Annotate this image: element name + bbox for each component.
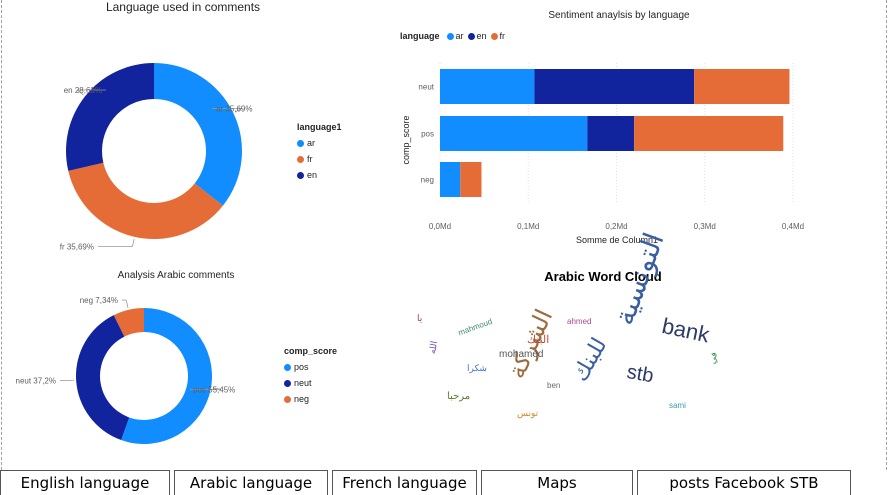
- bar-chart-legend: language ar en fr: [400, 31, 505, 41]
- bar-legend-item-ar[interactable]: ar: [446, 31, 464, 41]
- bar-neut-fr[interactable]: [694, 69, 790, 104]
- slice-label-ar: ar 35,69%: [216, 104, 252, 113]
- legend-label-fr: fr: [307, 154, 313, 164]
- x-tick-label: 0,4Md: [782, 222, 804, 231]
- x-tick-label: 0,1Md: [517, 222, 539, 231]
- cloud-word: stb: [625, 361, 656, 388]
- legend-marker-pos: [284, 363, 291, 371]
- wordcloud-title: Arabic Word Cloud: [544, 269, 662, 284]
- cloud-word: للبنك: [567, 333, 612, 386]
- nav-tab-french-language[interactable]: French language: [332, 470, 477, 495]
- bar-legend-label-fr: fr: [499, 31, 506, 41]
- bar-legend-marker-en: [467, 32, 475, 40]
- bar-legend-label-ar: ar: [455, 31, 464, 41]
- legend-marker-neut: [284, 379, 291, 387]
- legend-item-ar[interactable]: ar: [297, 138, 342, 148]
- cloud-word: mohamed: [499, 349, 544, 360]
- cloud-word: الله: [427, 340, 440, 355]
- slice-label-fr: fr 35,69%: [60, 243, 94, 252]
- slice-fr[interactable]: [68, 162, 223, 240]
- nav-tab-arabic-language[interactable]: Arabic language: [174, 470, 328, 495]
- bar-neut-en[interactable]: [534, 69, 695, 104]
- report-canvas: [1, 0, 887, 470]
- bar-legend-item-fr[interactable]: fr: [490, 31, 506, 41]
- pie2-donut[interactable]: pos 55,45% neut 37,2% neg 7,34%: [0, 290, 290, 460]
- slice-label-neut: neut 37,2%: [16, 377, 56, 386]
- cloud-word: sami: [669, 401, 686, 410]
- slice-label-pos: pos 55,45%: [193, 385, 235, 394]
- y-tick-label-neg: neg: [421, 176, 434, 185]
- cloud-word: ben: [547, 381, 561, 390]
- bar-pos-en[interactable]: [587, 116, 635, 151]
- bar-chart[interactable]: 0,0Md 0,1Md 0,2Md 0,3Md 0,4Md neut pos neg Somme…: [395, 45, 835, 250]
- legend-marker-fr: [297, 155, 304, 163]
- cloud-word: يا: [417, 313, 423, 323]
- cloud-word: مرحبا: [447, 391, 471, 402]
- x-tick-label: 0,2Md: [605, 222, 627, 231]
- y-tick-label-neut: neut: [418, 83, 434, 92]
- pie1-donut[interactable]: ar 35,69% fr 35,69% en 28,63%: [0, 14, 290, 259]
- legend-label-en: en: [307, 170, 318, 180]
- bar-pos-ar[interactable]: [440, 116, 588, 151]
- x-axis-label: Somme de Column1: [576, 235, 658, 245]
- bar-pos-fr[interactable]: [634, 116, 784, 151]
- word-cloud: bank التونسية الشركة stb للبنك mohamed ben mahm…: [407, 229, 737, 433]
- pie1-legend-title: language1: [297, 122, 342, 132]
- bar-neg-fr[interactable]: [460, 162, 482, 197]
- legend-label-neut: neut: [294, 378, 312, 388]
- bar-legend-item-en[interactable]: en: [467, 31, 487, 41]
- pie1-title: Language used in comments: [105, 0, 261, 14]
- legend-item-pos[interactable]: pos: [284, 362, 337, 372]
- cloud-word: mahmoud: [457, 316, 494, 338]
- nav-tab-english-language[interactable]: English language: [0, 470, 170, 495]
- slice-label-en: en 28,63%: [64, 86, 102, 95]
- y-tick-label-pos: pos: [421, 130, 434, 139]
- bar-legend-label-en: en: [476, 31, 487, 41]
- cloud-word: شكرا: [467, 363, 487, 373]
- bar-legend-marker-ar: [446, 32, 454, 40]
- legend-marker-en: [297, 171, 304, 179]
- cloud-word: في: [707, 351, 719, 365]
- nav-tab-posts-facebook-stb[interactable]: posts Facebook STB: [637, 470, 851, 495]
- slice-neg[interactable]: [113, 308, 144, 337]
- pie2-legend-title: comp_score: [284, 346, 338, 356]
- legend-label-ar: ar: [307, 138, 316, 148]
- legend-label-neg: neg: [294, 394, 310, 404]
- bar-chart-title: Sentiment anaylsis by language: [548, 10, 690, 21]
- bar-neg-ar[interactable]: [440, 162, 461, 197]
- slice-ar[interactable]: [154, 63, 243, 206]
- nav-tab-maps[interactable]: Maps: [481, 470, 633, 495]
- legend-item-neg[interactable]: neg: [284, 394, 337, 404]
- cloud-word: bank: [659, 313, 712, 348]
- pie2-title: Analysis Arabic comments: [117, 270, 235, 281]
- legend-item-en[interactable]: en: [297, 170, 342, 180]
- legend-label-pos: pos: [294, 362, 309, 372]
- bar-legend-title: language: [400, 31, 440, 41]
- cloud-word: تونس: [517, 408, 539, 418]
- bar-legend-marker-fr: [490, 32, 498, 40]
- x-tick-label: 0,3Md: [694, 222, 716, 231]
- cloud-word: البنك: [527, 334, 550, 346]
- slice-neut[interactable]: [76, 315, 130, 441]
- bar-neut-ar[interactable]: [440, 69, 535, 104]
- slice-en[interactable]: [66, 63, 154, 171]
- y-axis-label: comp_score: [401, 115, 411, 164]
- legend-item-neut[interactable]: neut: [284, 378, 337, 388]
- legend-marker-neg: [284, 395, 291, 403]
- slice-pos[interactable]: [121, 308, 212, 444]
- pie1-legend: language1 ar fr en: [297, 122, 342, 186]
- x-tick-label: 0,0Md: [429, 222, 451, 231]
- page-navigation: English language Arabic language French la…: [0, 470, 889, 495]
- legend-item-fr[interactable]: fr: [297, 154, 342, 164]
- slice-label-neg: neg 7,34%: [80, 296, 118, 305]
- pie2-legend: comp_score pos neut neg: [284, 346, 337, 410]
- legend-marker-ar: [297, 139, 304, 147]
- cloud-word: ahmed: [567, 317, 592, 326]
